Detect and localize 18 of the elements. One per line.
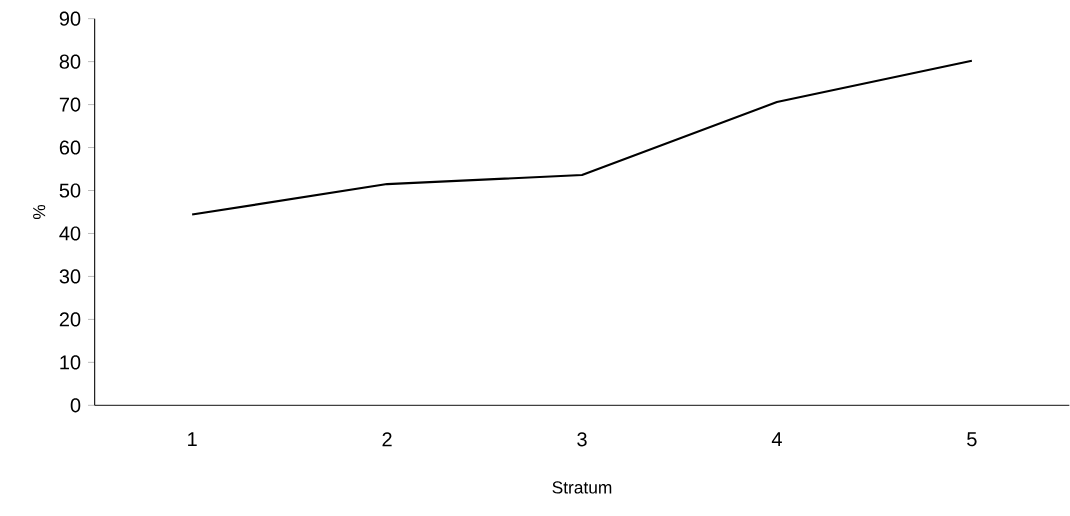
y-tick-label: 10: [60, 355, 81, 370]
x-tick-label: 1: [188, 432, 197, 447]
x-tick-label: 5: [967, 432, 977, 447]
x-tick-label: 4: [771, 432, 782, 447]
x-tick-label: 2: [382, 432, 392, 447]
y-tick-label: 20: [59, 312, 81, 327]
y-tick-label: 0: [70, 398, 81, 413]
y-tick-label: 70: [59, 97, 81, 112]
y-axis-title: %: [33, 204, 46, 220]
y-tick-label: 30: [59, 269, 81, 284]
x-axis-title: Stratum: [552, 481, 612, 494]
y-tick-label: 40: [59, 226, 81, 241]
x-tick-label: 3: [577, 432, 587, 447]
y-tick-label: 80: [59, 54, 81, 69]
y-tick-label: 50: [59, 183, 81, 198]
line-series: [191, 59, 973, 216]
y-tick-label: 90: [59, 11, 81, 26]
y-tick-label: 60: [59, 140, 81, 155]
